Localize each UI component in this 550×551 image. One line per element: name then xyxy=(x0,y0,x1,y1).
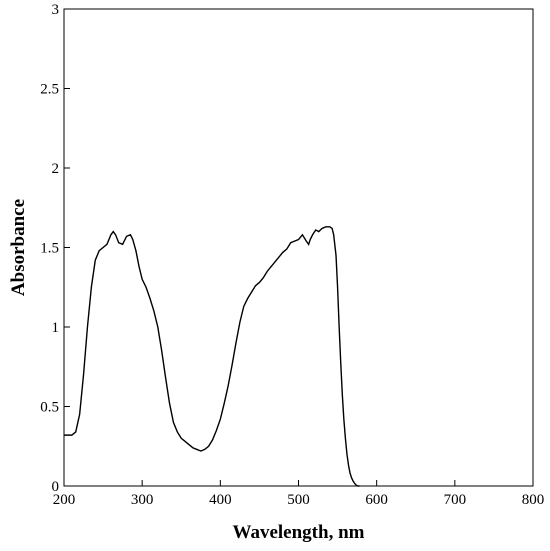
x-tick-label: 300 xyxy=(131,492,154,508)
y-tick-label: 1 xyxy=(52,320,60,336)
x-tick-label: 800 xyxy=(522,492,545,508)
x-tick-label: 500 xyxy=(287,492,310,508)
series-line-absorbance xyxy=(64,226,360,487)
y-tick-label: 1.5 xyxy=(40,241,59,257)
x-tick-label: 600 xyxy=(365,492,388,508)
x-tick-label: 200 xyxy=(53,492,76,508)
y-tick-label: 0 xyxy=(52,479,60,495)
y-tick-label: 0.5 xyxy=(40,400,59,416)
y-tick-label: 3 xyxy=(52,2,60,18)
x-axis: 200 300 400 500 600 700 800 xyxy=(53,480,545,508)
y-axis-title: Absorbance xyxy=(8,199,29,296)
y-tick-label: 2.5 xyxy=(40,82,59,98)
y-tick-label: 2 xyxy=(52,161,60,177)
x-tick-label: 400 xyxy=(209,492,232,508)
y-axis: 0 0.5 1 1.5 2 2.5 3 xyxy=(40,2,70,495)
x-tick-label: 700 xyxy=(444,492,467,508)
x-axis-title: Wavelength, nm xyxy=(233,522,365,543)
